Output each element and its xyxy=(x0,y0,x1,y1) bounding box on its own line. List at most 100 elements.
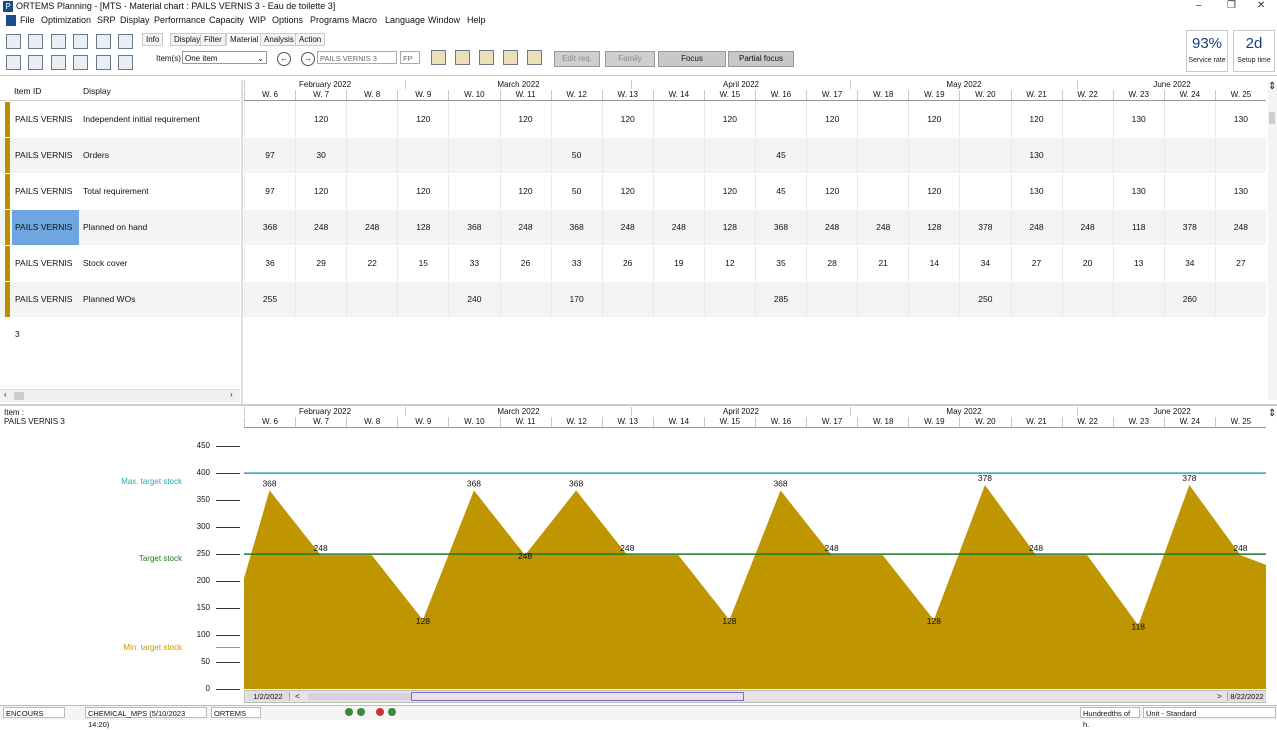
table-cell[interactable] xyxy=(1214,138,1266,173)
table-cell[interactable] xyxy=(959,102,1010,137)
menu-window[interactable]: Window xyxy=(428,15,461,25)
table-cell[interactable]: 248 xyxy=(295,210,346,245)
filter-icon[interactable] xyxy=(118,34,133,49)
tab-info[interactable]: Info xyxy=(142,33,164,46)
grid-row-label[interactable]: PAILS VERNIS 3 Total requirement xyxy=(0,174,240,231)
panel-divider[interactable] xyxy=(0,404,1277,406)
table-cell[interactable]: 120 xyxy=(601,174,653,209)
stock-icon[interactable] xyxy=(455,50,470,65)
undo-icon[interactable] xyxy=(51,34,66,49)
menu-capacity[interactable]: Capacity xyxy=(209,15,245,25)
table-cell[interactable] xyxy=(1061,138,1113,173)
table-cell[interactable]: 30 xyxy=(295,138,346,173)
table-cell[interactable] xyxy=(346,138,397,173)
transfer-icon[interactable] xyxy=(479,50,494,65)
table-cell[interactable]: 248 xyxy=(1061,210,1113,245)
table-cell[interactable] xyxy=(652,138,704,173)
timeline-next[interactable]: > xyxy=(1217,692,1222,701)
table-cell[interactable] xyxy=(652,282,704,317)
coins-icon[interactable] xyxy=(431,50,446,65)
table-cell[interactable] xyxy=(1163,174,1215,209)
table-cell[interactable]: 130 xyxy=(1112,102,1164,137)
visible-window-marker[interactable] xyxy=(411,692,744,701)
table-cell[interactable] xyxy=(448,174,499,209)
table-cell[interactable] xyxy=(857,102,908,137)
tools-icon[interactable] xyxy=(527,50,542,65)
table-cell[interactable] xyxy=(1112,282,1164,317)
table-cell[interactable]: 248 xyxy=(499,210,551,245)
table-cell[interactable]: 255 xyxy=(244,282,295,317)
table-cell[interactable]: 170 xyxy=(550,282,602,317)
table-cell[interactable] xyxy=(806,282,857,317)
table-cell[interactable]: 13 xyxy=(1112,246,1164,281)
table-cell[interactable]: 248 xyxy=(1214,210,1266,245)
menu-wip[interactable]: WIP xyxy=(249,15,266,25)
save-icon[interactable] xyxy=(28,34,43,49)
table-cell[interactable]: 120 xyxy=(601,102,653,137)
table-cell[interactable]: 28 xyxy=(806,246,857,281)
table-cell[interactable] xyxy=(499,282,551,317)
zoom-icon[interactable] xyxy=(6,55,21,70)
table-cell[interactable]: 29 xyxy=(295,246,346,281)
table-cell[interactable]: 120 xyxy=(397,102,448,137)
item-code-field[interactable]: FP xyxy=(400,51,420,64)
grid-row-label[interactable]: PAILS VERNIS 3 Planned WOs xyxy=(0,282,240,339)
table-cell[interactable] xyxy=(857,282,908,317)
tab-analysis[interactable]: Analysis xyxy=(260,33,298,46)
table-cell[interactable]: 120 xyxy=(397,174,448,209)
gantt-icon[interactable] xyxy=(28,55,43,70)
table-cell[interactable]: 26 xyxy=(499,246,551,281)
table-cell[interactable] xyxy=(397,138,448,173)
scroll-left-icon[interactable]: ‹ xyxy=(4,390,7,399)
delete-icon[interactable] xyxy=(73,34,88,49)
table-cell[interactable] xyxy=(295,282,346,317)
table-cell[interactable] xyxy=(1163,138,1215,173)
table-cell[interactable]: 34 xyxy=(959,246,1010,281)
menu-macro[interactable]: Macro xyxy=(352,15,378,25)
table-cell[interactable]: 12 xyxy=(703,246,755,281)
menu-display[interactable]: Display xyxy=(120,15,150,25)
menu-programs[interactable]: Programs xyxy=(310,15,350,25)
table-cell[interactable] xyxy=(959,138,1010,173)
table-cell[interactable] xyxy=(499,138,551,173)
item-id-cell[interactable]: PAILS VERNIS 3 xyxy=(15,186,73,231)
table-cell[interactable]: 36 xyxy=(244,246,295,281)
table-cell[interactable] xyxy=(346,102,397,137)
table-cell[interactable]: 128 xyxy=(908,210,959,245)
table-cell[interactable]: 130 xyxy=(1010,138,1062,173)
scroll-thumb[interactable] xyxy=(14,392,24,400)
table-cell[interactable] xyxy=(857,138,908,173)
table-cell[interactable]: 378 xyxy=(1163,210,1215,245)
restore-button[interactable]: ❐ xyxy=(1227,0,1236,11)
table-cell[interactable]: 120 xyxy=(703,174,755,209)
timeline-prev[interactable]: < xyxy=(295,692,300,701)
table-cell[interactable]: 260 xyxy=(1163,282,1215,317)
menu-performance[interactable]: Performance xyxy=(154,15,206,25)
table-cell[interactable] xyxy=(652,102,704,137)
grid-row-label[interactable]: PAILS VERNIS 3 Independent initial requir… xyxy=(0,102,240,159)
table-cell[interactable] xyxy=(908,138,959,173)
timeline-thumb[interactable] xyxy=(308,693,412,700)
table-cell[interactable] xyxy=(1061,282,1113,317)
table-cell[interactable] xyxy=(857,174,908,209)
previous-item-icon[interactable]: ← xyxy=(277,52,291,66)
table-cell[interactable]: 97 xyxy=(244,174,295,209)
table-cell[interactable]: 120 xyxy=(908,174,959,209)
table-cell[interactable]: 368 xyxy=(448,210,499,245)
table-cell[interactable]: 248 xyxy=(1010,210,1062,245)
expand-icon[interactable]: ⇕ xyxy=(1268,81,1277,92)
table-cell[interactable]: 120 xyxy=(295,174,346,209)
table-cell[interactable] xyxy=(550,102,602,137)
table-cell[interactable] xyxy=(601,138,653,173)
close-button[interactable]: ✕ xyxy=(1257,0,1266,11)
table-cell[interactable]: 19 xyxy=(652,246,704,281)
table-cell[interactable]: 120 xyxy=(806,102,857,137)
table-cell[interactable]: 21 xyxy=(857,246,908,281)
table-cell[interactable]: 120 xyxy=(499,174,551,209)
table-cell[interactable]: 285 xyxy=(755,282,806,317)
table-cell[interactable] xyxy=(1112,138,1164,173)
table-cell[interactable]: 15 xyxy=(397,246,448,281)
menu-file[interactable]: File xyxy=(20,15,35,25)
partial-focus-button[interactable]: Partial focus xyxy=(728,51,794,67)
table-icon[interactable] xyxy=(51,55,66,70)
